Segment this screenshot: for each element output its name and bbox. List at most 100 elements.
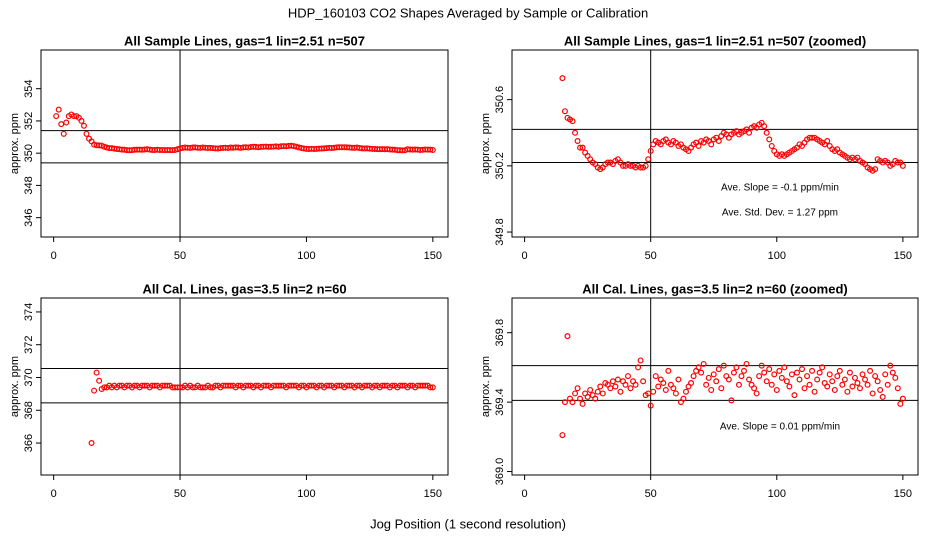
point <box>609 378 616 385</box>
x-tick-label: 150 <box>424 250 442 262</box>
point <box>670 385 677 392</box>
point <box>849 383 856 390</box>
y-tick-label: 348 <box>23 176 35 194</box>
figure-title: HDP_160103 CO2 Shapes Averaged by Sample… <box>288 5 648 20</box>
point <box>738 373 745 380</box>
point <box>635 364 642 371</box>
point <box>763 129 770 136</box>
x-tick-label: 150 <box>424 488 442 500</box>
point <box>713 378 720 385</box>
point <box>101 384 108 391</box>
point <box>758 362 765 369</box>
y-axis-label: approx. ppm <box>480 356 492 417</box>
point <box>783 378 790 385</box>
point <box>577 395 584 402</box>
point <box>579 144 586 151</box>
point <box>887 362 894 369</box>
point <box>427 384 434 391</box>
x-tick-label: 100 <box>768 488 786 500</box>
annotation: Ave. Std. Dev. = 1.27 ppm <box>722 208 838 219</box>
point <box>705 374 712 381</box>
y-tick-label: 366 <box>23 434 35 452</box>
point <box>612 383 619 390</box>
point <box>316 382 323 389</box>
point <box>874 378 881 385</box>
plot-frame <box>511 297 919 476</box>
point <box>619 162 626 169</box>
point <box>164 382 171 389</box>
point <box>262 382 269 389</box>
point <box>869 390 876 397</box>
point <box>599 390 606 397</box>
point <box>572 129 579 136</box>
x-tick-label: 50 <box>645 488 657 500</box>
point <box>569 399 576 406</box>
point <box>715 138 722 145</box>
point <box>141 382 148 389</box>
point <box>308 382 315 389</box>
panel-title: All Sample Lines, gas=1 lin=2.51 n=507 <box>124 33 365 48</box>
point <box>427 146 434 153</box>
y-tick-label: 369.8 <box>494 319 506 347</box>
point <box>864 381 871 388</box>
point <box>212 382 219 389</box>
point <box>569 118 576 125</box>
point <box>399 382 406 389</box>
point <box>116 382 123 389</box>
panel-title: All Cal. Lines, gas=3.5 lin=2 n=60 (zoom… <box>582 281 848 296</box>
x-tick-label: 0 <box>522 488 528 500</box>
point <box>63 119 70 126</box>
x-tick-label: 0 <box>522 250 528 262</box>
point <box>809 367 816 374</box>
point <box>826 371 833 378</box>
point <box>735 381 742 388</box>
point <box>640 378 647 385</box>
plot-frame <box>511 49 919 238</box>
point <box>806 381 813 388</box>
point <box>884 381 891 388</box>
y-tick-label: 372 <box>23 336 35 354</box>
point <box>131 382 138 389</box>
point <box>801 385 808 392</box>
point <box>572 390 579 397</box>
point <box>718 385 725 392</box>
point <box>882 371 889 378</box>
point <box>788 371 795 378</box>
point <box>58 121 65 128</box>
point <box>637 164 644 171</box>
point <box>574 138 581 145</box>
point <box>700 360 707 367</box>
plot-frame <box>40 297 449 476</box>
point <box>773 386 780 393</box>
point <box>151 382 158 389</box>
point <box>751 385 758 392</box>
point <box>688 380 695 387</box>
point <box>96 377 103 384</box>
point <box>429 384 436 391</box>
x-tick-label: 50 <box>174 250 186 262</box>
point <box>662 386 669 393</box>
point <box>245 382 252 389</box>
point <box>579 400 586 407</box>
point <box>708 141 715 148</box>
point <box>690 373 697 380</box>
x-tick-label: 0 <box>51 488 57 500</box>
point <box>740 367 747 374</box>
point <box>407 382 414 389</box>
point <box>171 146 178 153</box>
point <box>839 381 846 388</box>
point <box>381 382 388 389</box>
point <box>756 373 763 380</box>
point <box>851 374 858 381</box>
point <box>743 360 750 367</box>
point <box>798 366 805 373</box>
point <box>422 382 429 389</box>
point <box>846 369 853 376</box>
point <box>199 384 206 391</box>
x-axis-label: Jog Position (1 second resolution) <box>370 516 566 531</box>
y-tick-label: 369.4 <box>494 388 506 416</box>
x-tick-label: 0 <box>51 250 57 262</box>
point <box>290 382 297 389</box>
point <box>816 369 823 376</box>
point <box>841 376 848 383</box>
